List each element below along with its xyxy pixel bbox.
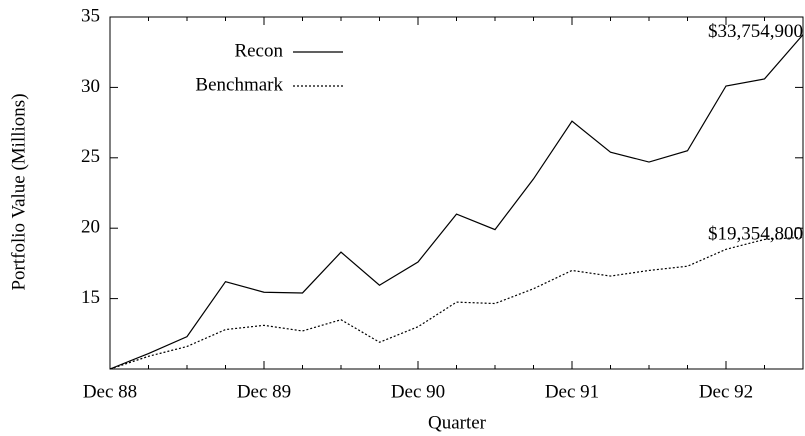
- y-tick-label: 30: [81, 76, 100, 97]
- annotation: $19,354,800: [708, 224, 803, 245]
- y-tick-label: 35: [81, 5, 100, 26]
- series-line: [109, 236, 804, 370]
- series-line: [109, 34, 804, 370]
- x-tick-label: Dec 89: [237, 381, 291, 402]
- x-tick-label: Dec 90: [391, 381, 445, 402]
- x-tick-label: Dec 88: [83, 381, 137, 402]
- y-tick-label: 15: [81, 287, 100, 308]
- annotation: $33,754,900: [708, 21, 803, 42]
- y-tick-label: 25: [81, 146, 100, 167]
- plot-frame: [109, 16, 804, 370]
- x-axis-label: Quarter: [428, 412, 487, 433]
- legend-label: Benchmark: [195, 74, 283, 95]
- y-tick-label: 20: [81, 217, 100, 238]
- y-axis-label: Portfolio Value (Millions): [8, 93, 29, 290]
- legend-label: Recon: [234, 40, 283, 61]
- x-tick-label: Dec 92: [699, 381, 753, 402]
- x-tick-label: Dec 91: [545, 381, 599, 402]
